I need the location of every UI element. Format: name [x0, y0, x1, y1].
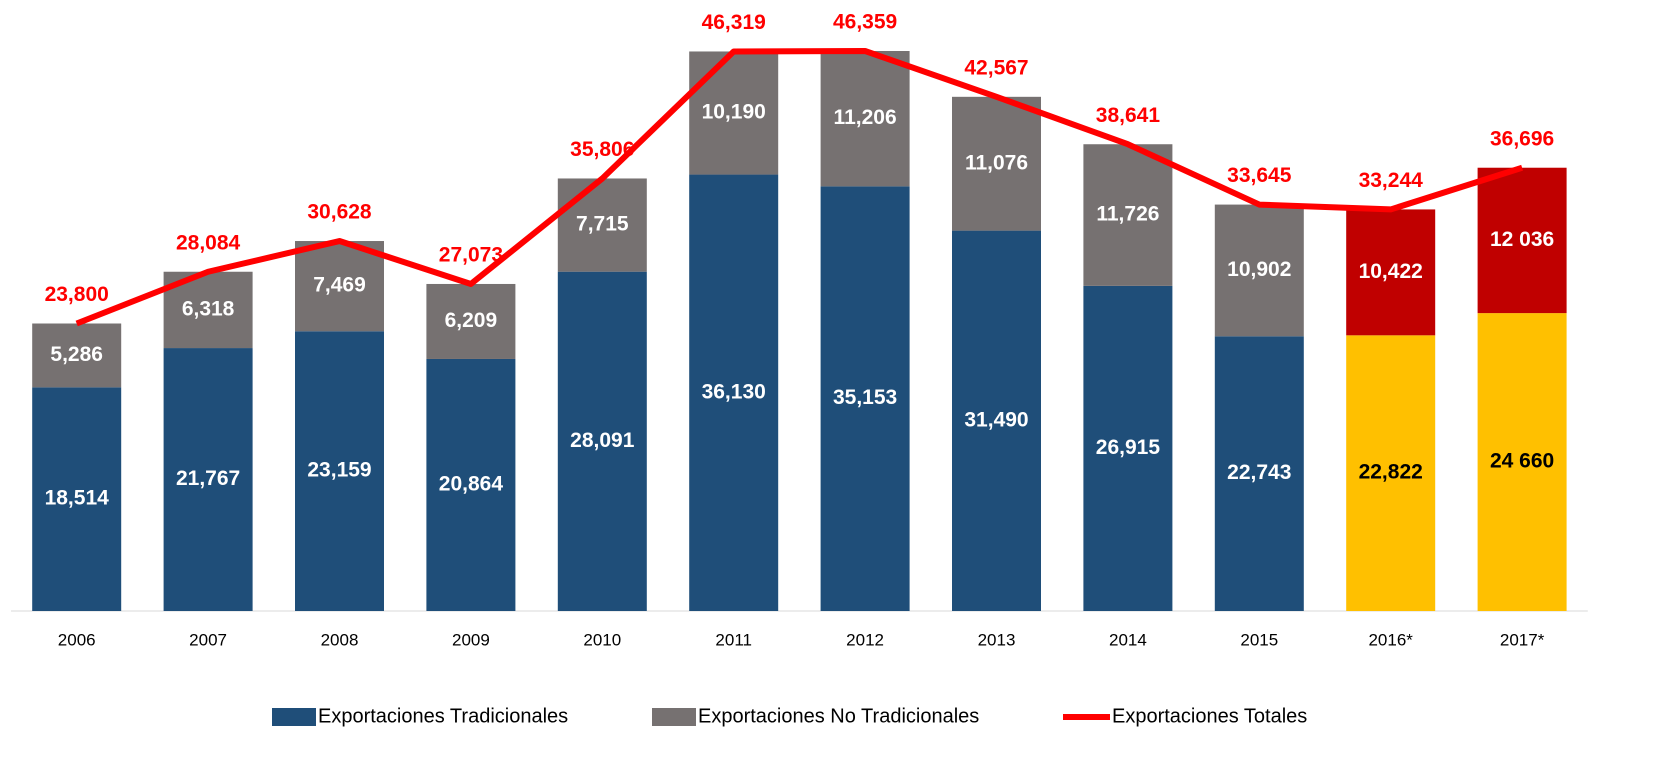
line-data-label: 46,319: [702, 11, 766, 34]
legend-label: Exportaciones Tradicionales: [318, 705, 568, 727]
line-data-label: 36,696: [1490, 127, 1554, 150]
x-tick-label: 2014: [1109, 630, 1147, 649]
bar-segment: [1083, 285, 1173, 611]
bar-segment: [1214, 336, 1304, 611]
line-data-label: 35,806: [570, 138, 634, 161]
data-label: 18,514: [45, 487, 110, 510]
bar-segment: [689, 51, 779, 175]
line-data-label: 27,073: [439, 244, 503, 267]
legend-swatch: [652, 708, 696, 726]
x-tick-label: 2009: [452, 630, 490, 649]
data-label: 21,767: [176, 467, 240, 490]
total-line: [75, 48, 1524, 327]
bar-segment: [32, 323, 122, 388]
x-tick-label: 2008: [321, 630, 359, 649]
data-label: 36,130: [702, 380, 766, 403]
bar-segment: [1346, 209, 1436, 336]
bar-segment: [426, 283, 516, 359]
bar-segment: [1477, 167, 1567, 314]
x-tick-label: 2006: [58, 630, 96, 649]
data-label: 7,469: [313, 274, 366, 297]
data-label: 10,902: [1227, 258, 1291, 281]
bar-segment: [689, 174, 779, 612]
legend-label: Exportaciones Totales: [1112, 705, 1307, 727]
x-tick-label: 2007: [189, 630, 227, 649]
data-label: 5,286: [50, 343, 103, 366]
x-tick-label: 2017*: [1500, 630, 1545, 649]
data-label: 11,726: [1096, 203, 1159, 226]
bar-segment: [295, 331, 384, 611]
legend-label: Exportaciones No Tradicionales: [698, 705, 979, 727]
bar-segment: [1346, 335, 1436, 611]
bar-segment: [820, 51, 910, 187]
bar-segment: [1083, 144, 1173, 286]
x-tick-label: 2012: [846, 630, 884, 649]
data-label: 11,206: [834, 106, 897, 129]
bar-segment: [163, 348, 253, 611]
bar-segment: [557, 178, 647, 272]
data-label: 20,864: [439, 473, 504, 496]
line-data-label: 28,084: [176, 231, 241, 254]
line-data-label: 30,628: [307, 201, 372, 224]
bar-segment: [952, 96, 1041, 231]
data-label: 10,422: [1359, 260, 1423, 283]
bar-segment: [295, 241, 384, 332]
line-data-label: 42,567: [964, 56, 1028, 79]
legend-swatch: [272, 708, 316, 726]
data-label: 31,490: [964, 408, 1028, 431]
data-label: 28,091: [570, 429, 635, 452]
data-label: 11,076: [965, 151, 1028, 174]
data-label: 22,743: [1227, 461, 1291, 484]
data-label: 6,318: [182, 297, 235, 320]
line-data-label: 23,800: [45, 283, 109, 306]
x-tick-label: 2015: [1240, 630, 1278, 649]
data-label: 35,153: [833, 386, 897, 409]
bar-segment: [820, 186, 910, 611]
bar-segment: [1477, 313, 1567, 611]
line-data-label: 33,645: [1227, 164, 1292, 187]
x-tick-label: 2013: [978, 630, 1016, 649]
bar-segment: [952, 230, 1041, 611]
data-label: 12 036: [1490, 228, 1554, 251]
line-data-label: 46,359: [833, 11, 897, 34]
line-data-label: 38,641: [1096, 104, 1161, 127]
data-label: 22,822: [1359, 461, 1423, 484]
x-tick-label: 2011: [715, 630, 752, 649]
x-tick-label: 2010: [583, 630, 621, 649]
bar-segment: [426, 358, 516, 611]
data-label: 23,159: [307, 459, 371, 482]
data-label: 6,209: [445, 309, 498, 332]
bar-segment: [1214, 204, 1304, 337]
bar-segment: [557, 271, 647, 611]
data-label: 10,190: [702, 101, 766, 124]
data-label: 26,915: [1096, 436, 1161, 459]
line-data-label: 33,244: [1359, 169, 1424, 192]
bar-segment: [32, 387, 122, 611]
x-tick-label: 2016*: [1368, 630, 1413, 649]
data-label: 7,715: [576, 213, 629, 236]
data-label: 24 660: [1490, 450, 1554, 473]
